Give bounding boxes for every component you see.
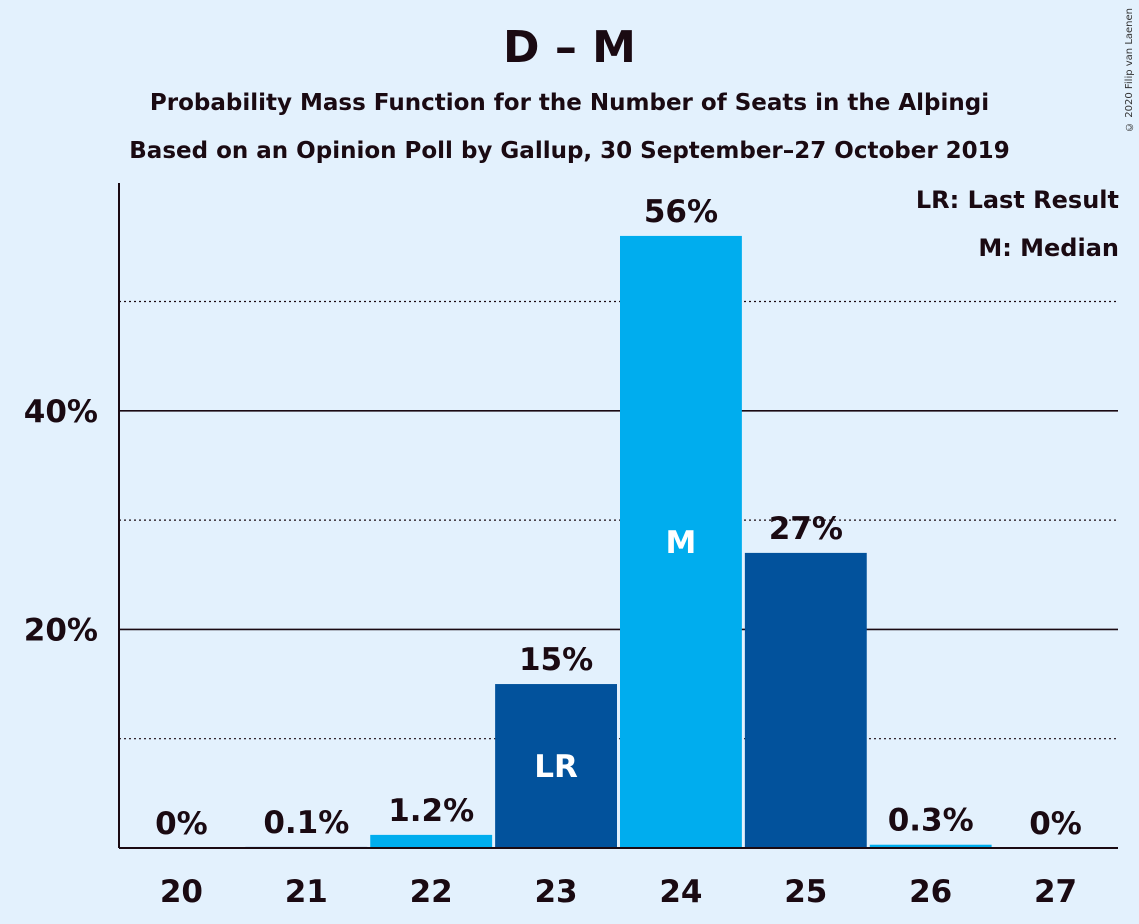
chart-source-line: Based on an Opinion Poll by Gallup, 30 S… [129,138,1010,164]
y-tick-label: 40% [24,394,98,430]
bar-26 [869,844,992,848]
value-label: 15% [519,642,593,678]
y-tick-label: 20% [24,612,98,648]
bar-inner-label: M [666,525,697,561]
chart-subtitle: Probability Mass Function for the Number… [149,90,990,116]
bar-inner-label: LR [534,749,578,785]
value-label: 0.1% [263,805,349,841]
value-label: 56% [644,194,718,230]
value-label: 0.3% [888,803,974,839]
x-tick-label: 22 [410,874,453,910]
legend-last-result: LR: Last Result [915,186,1119,214]
x-tick-label: 26 [909,874,952,910]
bar-22 [370,834,493,848]
x-tick-label: 27 [1034,874,1077,910]
value-label: 1.2% [388,793,474,829]
value-label: 27% [769,511,843,547]
value-label: 0% [1029,806,1082,842]
value-label: 0% [155,806,208,842]
chart-title: D – M [503,22,636,73]
bar-24 [620,235,742,849]
x-tick-label: 23 [534,874,577,910]
x-tick-label: 24 [659,874,702,910]
bar-23 [495,684,617,848]
x-tick-label: 20 [160,874,203,910]
x-tick-label: 25 [784,874,827,910]
x-tick-label: 21 [285,874,328,910]
bar-25 [744,552,867,848]
legend-median: M: Median [978,234,1119,262]
